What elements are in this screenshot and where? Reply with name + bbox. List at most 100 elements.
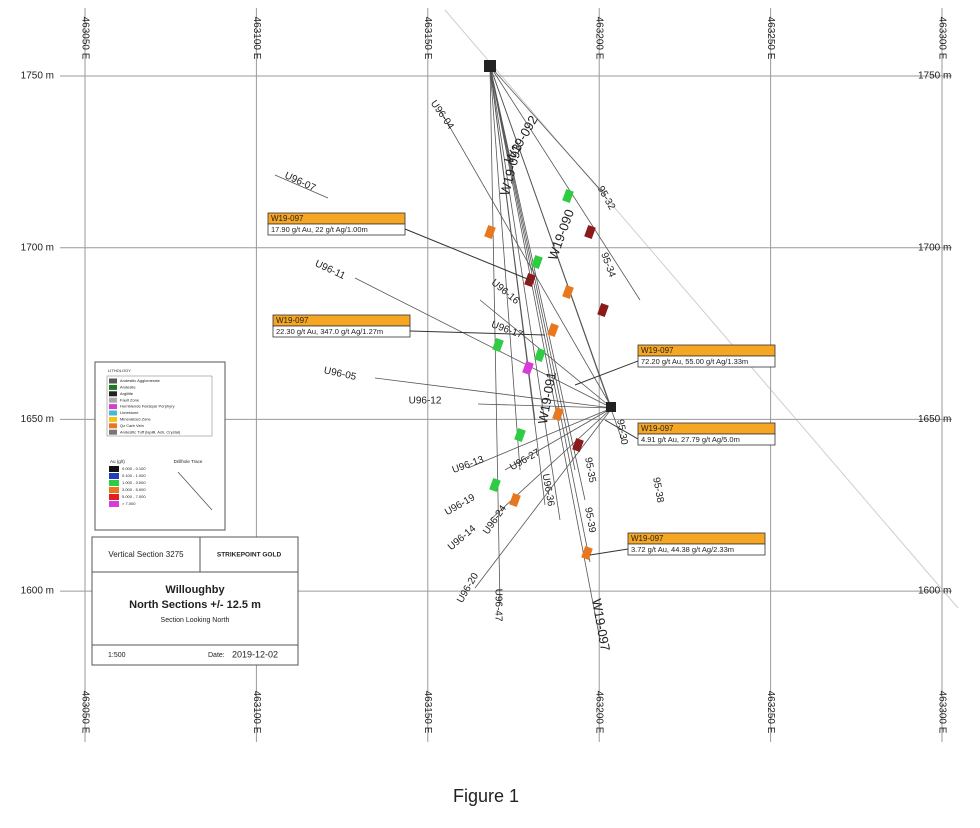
legend-swatch bbox=[109, 397, 117, 403]
legend-au-swatch bbox=[109, 494, 119, 500]
callout-title: W19-097 bbox=[631, 534, 664, 543]
easting-label: 463300 E bbox=[936, 691, 947, 734]
callout-leader bbox=[409, 330, 546, 336]
drill-trace bbox=[479, 299, 613, 409]
legend-title: LITHOLOGY bbox=[108, 368, 131, 373]
drill-trace bbox=[274, 174, 329, 199]
hole-label: 95-38 bbox=[650, 476, 665, 504]
legend-frame bbox=[106, 375, 213, 437]
legend-trace bbox=[177, 471, 213, 511]
legend-swatch bbox=[109, 423, 117, 429]
elevation-label: 1600 m bbox=[918, 586, 951, 597]
callout-body bbox=[627, 543, 766, 556]
legend-swatch bbox=[109, 384, 117, 390]
assay-interval bbox=[522, 360, 534, 376]
callout-body bbox=[637, 433, 776, 446]
easting-label: 463150 E bbox=[422, 691, 433, 734]
hole-label: U96-12 bbox=[409, 396, 442, 407]
legend-swatch bbox=[109, 416, 117, 422]
easting-label: 463150 E bbox=[422, 17, 433, 60]
callout-leader bbox=[574, 360, 639, 386]
elevation-label: 1700 m bbox=[21, 242, 54, 253]
legend-swatch bbox=[109, 404, 117, 410]
drill-trace bbox=[374, 377, 613, 409]
drill-trace bbox=[489, 65, 623, 441]
hole-label: 95-35 bbox=[582, 456, 597, 484]
legend-au-item: > 7.000 bbox=[122, 501, 136, 506]
easting-label: 463050 E bbox=[79, 17, 90, 60]
legend-au-swatch bbox=[109, 466, 119, 472]
block-subtitle: North Sections +/- 12.5 m bbox=[129, 599, 261, 611]
legend-au-swatch bbox=[109, 487, 119, 493]
easting-label: 463050 E bbox=[79, 691, 90, 734]
elevation-label: 1750 m bbox=[918, 71, 951, 82]
drill-trace bbox=[489, 65, 521, 471]
callout-title: W19-097 bbox=[641, 424, 674, 433]
legend-item: Andesitic Agglomerate bbox=[120, 378, 161, 383]
collar-marker bbox=[484, 60, 496, 72]
legend-swatch bbox=[109, 378, 117, 384]
easting-label: 463200 E bbox=[594, 17, 605, 60]
callout-title: W19-097 bbox=[271, 214, 304, 223]
assay-interval bbox=[552, 406, 564, 422]
legend-swatch bbox=[109, 391, 117, 397]
callout-title: W19-097 bbox=[641, 346, 674, 355]
drill-trace bbox=[489, 65, 536, 421]
legend-swatch bbox=[109, 429, 117, 435]
assay-interval bbox=[509, 492, 521, 508]
drill-trace bbox=[489, 65, 501, 606]
drill-trace bbox=[467, 407, 613, 469]
assay-interval bbox=[484, 224, 496, 240]
easting-label: 463200 E bbox=[594, 691, 605, 734]
hole-label: 95-39 bbox=[582, 506, 597, 534]
assay-interval bbox=[581, 545, 593, 561]
collar-marker bbox=[606, 402, 616, 412]
callout-text: 4.91 g/t Au, 27.79 g/t Ag/5.0m bbox=[641, 435, 740, 444]
drill-trace bbox=[354, 277, 613, 409]
callout-text: 3.72 g/t Au, 44.38 g/t Ag/2.33m bbox=[631, 545, 734, 554]
legend-item: Qz Carb Vein bbox=[120, 423, 144, 428]
callout-leader bbox=[589, 548, 629, 556]
drill-trace bbox=[489, 65, 561, 521]
legend-item: Fault Zone bbox=[120, 397, 140, 402]
block-scale: 1:500 bbox=[108, 652, 126, 659]
callout-text: 72.20 g/t Au, 55.00 g/t Ag/1.33m bbox=[641, 357, 748, 366]
legend-item: Andesitic Tuff (lapilli, Ash, Crystal) bbox=[120, 429, 181, 434]
drill-trace bbox=[489, 65, 606, 196]
topography-line bbox=[444, 9, 959, 609]
block-title: Willoughby bbox=[165, 584, 225, 596]
drill-trace bbox=[474, 407, 613, 589]
callout-text: 22.30 g/t Au, 347.0 g/t Ag/1.27m bbox=[276, 327, 383, 336]
assay-interval bbox=[597, 302, 609, 318]
drill-trace bbox=[489, 65, 641, 301]
assay-interval bbox=[572, 437, 584, 453]
legend-au-item: 0.000 - 0.100 bbox=[122, 466, 146, 471]
elevation-label: 1600 m bbox=[21, 586, 54, 597]
hole-label: 95-30 bbox=[614, 418, 629, 446]
assay-interval bbox=[492, 337, 504, 353]
legend-item: Limestone bbox=[120, 410, 139, 415]
assay-interval bbox=[514, 427, 526, 443]
legend-au-item: 0.100 - 1.000 bbox=[122, 473, 146, 478]
callout-text: 17.90 g/t Au, 22 g/t Ag/1.00m bbox=[271, 225, 368, 234]
legend-swatch bbox=[109, 410, 117, 416]
drill-trace bbox=[477, 403, 613, 409]
elevation-label: 1650 m bbox=[21, 414, 54, 425]
easting-label: 463250 E bbox=[765, 691, 776, 734]
assay-interval bbox=[534, 347, 546, 363]
callout-body bbox=[637, 355, 776, 368]
legend-item: Hornblende Feldspar Porphyry bbox=[120, 404, 174, 409]
assay-interval bbox=[547, 322, 559, 338]
callout-leader bbox=[404, 228, 531, 281]
legend-trace-label: Drillhole Trace bbox=[174, 459, 203, 464]
legend-au-item: 3.000 - 5.000 bbox=[122, 487, 146, 492]
legend-au-swatch bbox=[109, 501, 119, 507]
easting-label: 463300 E bbox=[936, 17, 947, 60]
legend-au-swatch bbox=[109, 473, 119, 479]
block-date: 2019-12-02 bbox=[232, 649, 278, 659]
legend-au-title: Au (g/t) bbox=[110, 459, 125, 464]
assay-interval bbox=[531, 254, 543, 270]
elevation-label: 1750 m bbox=[21, 71, 54, 82]
figure-caption: Figure 1 bbox=[453, 786, 519, 806]
